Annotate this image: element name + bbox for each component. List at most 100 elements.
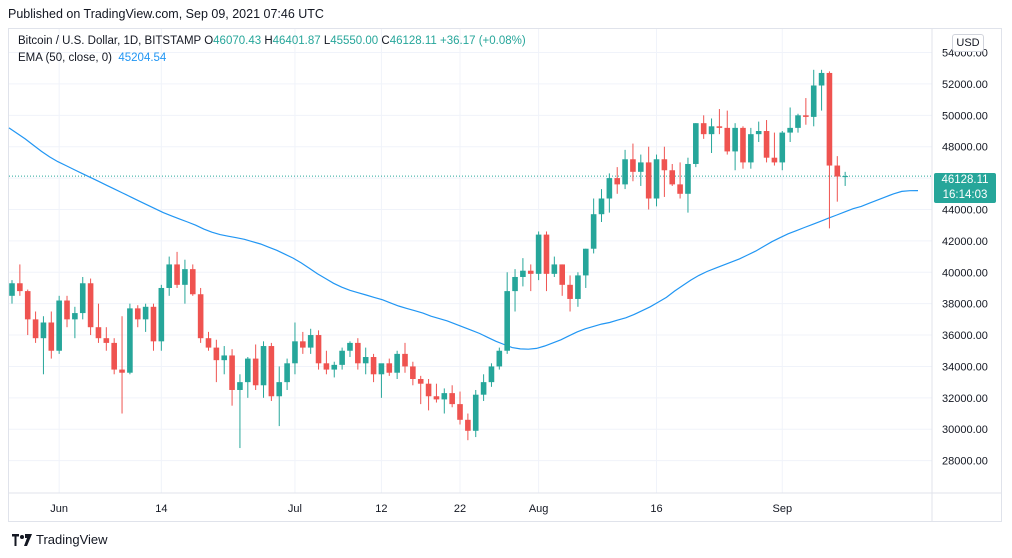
candle [323,350,330,375]
candle [386,358,393,376]
candle-body [17,283,23,292]
candle [189,264,196,296]
candle [480,374,487,401]
candle [362,347,369,375]
candle-body [221,355,228,361]
candle [417,375,424,405]
candle-body [355,342,361,364]
candle-body [842,176,848,178]
legend-low: 45550.00 [330,35,379,47]
candle-body [182,269,188,285]
candle-body [669,170,676,185]
tradingview-logo[interactable]: TradingView [12,532,108,547]
candle-body [260,346,267,386]
candle-body [779,132,786,163]
candle-body [213,347,220,361]
candle [567,275,573,312]
candle [763,120,770,163]
candle [166,256,172,296]
candle-body [567,284,573,299]
ema-line [8,127,919,350]
candle [787,107,793,143]
candle [504,272,510,354]
candle-body [307,335,314,348]
legend-ohlc: Bitcoin / U.S. Dollar, 1D, BITSTAMP O460… [18,35,526,47]
time-tick-label: 12 [375,503,387,515]
price-tick-label: 44000.00 [942,204,988,216]
candle-body [810,85,817,117]
candle [260,341,267,398]
candle-body [472,394,479,431]
candle [182,259,188,304]
candle-body [87,283,94,328]
candle-body [818,72,825,86]
chart-frame[interactable] [8,28,1002,522]
candle [127,303,133,375]
candle [810,69,817,127]
legend-close-label: C [381,35,390,47]
candle-body [158,287,165,342]
candle [771,132,778,166]
candle [158,284,165,351]
candle [32,311,39,343]
candle-body [347,342,353,351]
candle [614,167,621,194]
time-tick-label: Aug [529,503,549,515]
candle [276,366,283,427]
candle-body [150,306,157,342]
candle [826,71,833,229]
candle-body [166,264,172,288]
candle [229,349,235,406]
candle [551,256,558,277]
legend-ema[interactable]: EMA (50, close, 0) 45204.54 [18,52,166,64]
candle-body [645,162,652,199]
time-tick-label: Sep [772,503,792,515]
candle-body [402,353,408,367]
candle-body [9,283,15,296]
published-caption: Published on TradingView.com, Sep 09, 20… [8,7,324,21]
candle [64,295,70,328]
candle-body [740,127,746,163]
candle [803,98,809,125]
candle [693,123,699,168]
candle [645,146,652,210]
candle [307,328,314,354]
candle-body [315,335,322,364]
legend-ema-value: 45204.54 [118,52,167,64]
candle-body [268,346,275,397]
candle [315,330,322,370]
candle-body [197,294,204,339]
price-axis-labels: 28000.00 30000.00 32000.00 34000.00 36000.00… [942,48,988,468]
candle [150,303,157,351]
candle-body [559,264,565,285]
candle-body [457,404,463,420]
candle [472,389,479,438]
candle-body [590,214,597,249]
price-tick-label: 40000.00 [942,267,988,279]
candle [40,316,47,375]
current-price-label: 46128.11 [941,174,989,186]
candle [575,272,581,307]
price-tick-label: 36000.00 [942,330,988,342]
candle [378,363,385,398]
candle-body [693,123,699,164]
candle [700,115,707,139]
candle-body [496,350,503,367]
candle-body [64,300,70,320]
candle [237,374,243,449]
price-tick-label: 48000.00 [942,142,988,154]
candle [347,341,353,358]
candle-body [339,350,345,365]
candle [197,287,204,343]
currency-button[interactable]: USD [952,34,984,52]
candle [842,171,848,186]
candle [543,231,550,292]
candle-body [417,378,424,384]
candle-body [276,382,283,397]
candle-body [826,72,833,166]
candle-body [362,357,369,364]
candle-body [543,234,550,274]
candle-body [370,357,377,375]
candle [87,278,94,336]
